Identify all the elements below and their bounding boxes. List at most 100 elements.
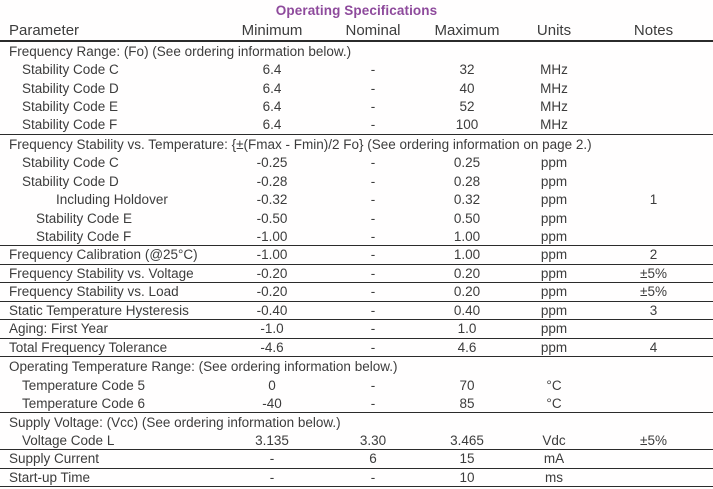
nominal-cell: - <box>370 395 376 411</box>
units-cell: Vdc <box>542 432 566 448</box>
table-body: Frequency Range: (Fo) (See ordering info… <box>0 42 713 488</box>
notes-cell: 1 <box>649 192 658 208</box>
units-cell: MHz <box>540 80 568 96</box>
column-header-maximum: Maximum <box>434 22 500 39</box>
maximum-cell: 85 <box>459 395 475 411</box>
nominal-cell: 3.30 <box>359 432 387 448</box>
spec-row: Stability Code E 6.4 - 52 MHz <box>0 98 713 117</box>
maximum-cell: 0.28 <box>453 173 481 189</box>
nominal-cell: - <box>370 192 376 208</box>
minimum-cell: -4.6 <box>260 340 284 356</box>
notes-cell: 4 <box>649 340 658 356</box>
nominal-cell: - <box>370 62 376 78</box>
nominal-cell: - <box>370 210 376 226</box>
maximum-cell: 0.25 <box>453 155 481 171</box>
section-row: Supply Voltage: (Vcc) (See ordering info… <box>0 413 713 432</box>
nominal-cell: - <box>370 321 376 337</box>
maximum-cell: 70 <box>459 377 475 393</box>
maximum-cell: 52 <box>459 99 475 115</box>
minimum-cell: -0.32 <box>256 192 288 208</box>
maximum-cell: 32 <box>459 62 475 78</box>
parameter-cell: Stability Code D <box>22 173 119 189</box>
spec-row: Supply Current - 6 15 mA <box>0 450 713 469</box>
nominal-cell: - <box>370 340 376 356</box>
units-cell: ppm <box>540 265 568 281</box>
parameter-cell: Stability Code C <box>22 62 119 78</box>
units-cell: mA <box>543 451 565 467</box>
notes-cell: ±5% <box>640 432 667 448</box>
section-label: Frequency Range: (Fo) (See ordering info… <box>9 43 352 59</box>
parameter-cell: Start-up Time <box>9 469 91 485</box>
spec-row: Start-up Time - - 10 ms <box>0 469 713 488</box>
parameter-cell: Static Temperature Hysteresis <box>9 302 189 318</box>
parameter-cell: Including Holdover <box>56 192 168 208</box>
units-cell: MHz <box>540 117 568 133</box>
spec-row: Stability Code D -0.28 - 0.28 ppm <box>0 172 713 191</box>
maximum-cell: 4.6 <box>457 340 477 356</box>
parameter-cell: Stability Code F <box>22 117 118 133</box>
minimum-cell: - <box>269 469 275 485</box>
spec-row: Aging: First Year -1.0 - 1.0 ppm <box>0 320 713 339</box>
spec-row: Stability Code C -0.25 - 0.25 ppm <box>0 153 713 172</box>
units-cell: ppm <box>540 247 568 263</box>
maximum-cell: 1.00 <box>453 228 481 244</box>
section-label: Frequency Stability vs. Temperature: {±(… <box>9 136 592 152</box>
column-header-notes: Notes <box>633 22 674 39</box>
minimum-cell: 6.4 <box>262 62 282 78</box>
units-cell: ppm <box>540 302 568 318</box>
minimum-cell: -0.20 <box>256 284 288 300</box>
parameter-cell: Stability Code E <box>36 210 133 226</box>
units-cell: ppm <box>540 340 568 356</box>
nominal-cell: - <box>370 80 376 96</box>
notes-cell: 2 <box>649 247 658 263</box>
units-cell: ppm <box>540 321 568 337</box>
maximum-cell: 40 <box>459 80 475 96</box>
parameter-cell: Temperature Code 6 <box>22 395 146 411</box>
column-header-minimum: Minimum <box>241 22 303 39</box>
spec-row: Total Frequency Tolerance -4.6 - 4.6 ppm… <box>0 339 713 358</box>
maximum-cell: 3.465 <box>450 432 484 448</box>
minimum-cell: 6.4 <box>262 117 282 133</box>
minimum-cell: -40 <box>262 395 282 411</box>
nominal-cell: - <box>370 469 376 485</box>
maximum-cell: 100 <box>455 117 479 133</box>
minimum-cell: -0.20 <box>256 265 288 281</box>
spec-row: Stability Code C 6.4 - 32 MHz <box>0 61 713 80</box>
spec-row: Voltage Code L 3.135 3.30 3.465 Vdc ±5% <box>0 431 713 451</box>
parameter-cell: Total Frequency Tolerance <box>9 340 168 356</box>
parameter-cell: Frequency Stability vs. Load <box>9 284 179 300</box>
nominal-cell: - <box>370 173 376 189</box>
spec-row: Frequency Calibration (@25°C) -1.00 - 1.… <box>0 246 713 265</box>
parameter-cell: Stability Code E <box>22 99 119 115</box>
minimum-cell: 6.4 <box>262 80 282 96</box>
spec-row: Stability Code D 6.4 - 40 MHz <box>0 79 713 98</box>
nominal-cell: 6 <box>369 451 377 467</box>
minimum-cell: -0.28 <box>256 173 288 189</box>
spec-row: Temperature Code 6 -40 - 85 °C <box>0 394 713 413</box>
nominal-cell: - <box>370 228 376 244</box>
parameter-cell: Temperature Code 5 <box>22 377 146 393</box>
units-cell: MHz <box>540 62 568 78</box>
column-header-nominal: Nominal <box>345 22 401 39</box>
units-cell: ppm <box>540 228 568 244</box>
units-cell: ms <box>545 469 563 485</box>
notes-cell: ±5% <box>640 265 667 281</box>
maximum-cell: 0.40 <box>453 302 481 318</box>
nominal-cell: - <box>370 99 376 115</box>
page-title: Operating Specifications <box>275 3 438 18</box>
minimum-cell: -1.0 <box>260 321 284 337</box>
maximum-cell: 1.0 <box>457 321 477 337</box>
minimum-cell: -0.40 <box>256 302 288 318</box>
minimum-cell: -1.00 <box>256 247 288 263</box>
minimum-cell: - <box>269 451 275 467</box>
nominal-cell: - <box>370 155 376 171</box>
units-cell: °C <box>546 395 562 411</box>
notes-cell: ±5% <box>640 284 667 300</box>
nominal-cell: - <box>370 247 376 263</box>
units-cell: ppm <box>540 192 568 208</box>
section-label: Operating Temperature Range: (See orderi… <box>9 359 398 375</box>
section-label: Supply Voltage: (Vcc) (See ordering info… <box>9 414 341 430</box>
spec-row: Including Holdover -0.32 - 0.32 ppm 1 <box>0 190 713 209</box>
units-cell: ppm <box>540 284 568 300</box>
section-row: Frequency Range: (Fo) (See ordering info… <box>0 42 713 61</box>
